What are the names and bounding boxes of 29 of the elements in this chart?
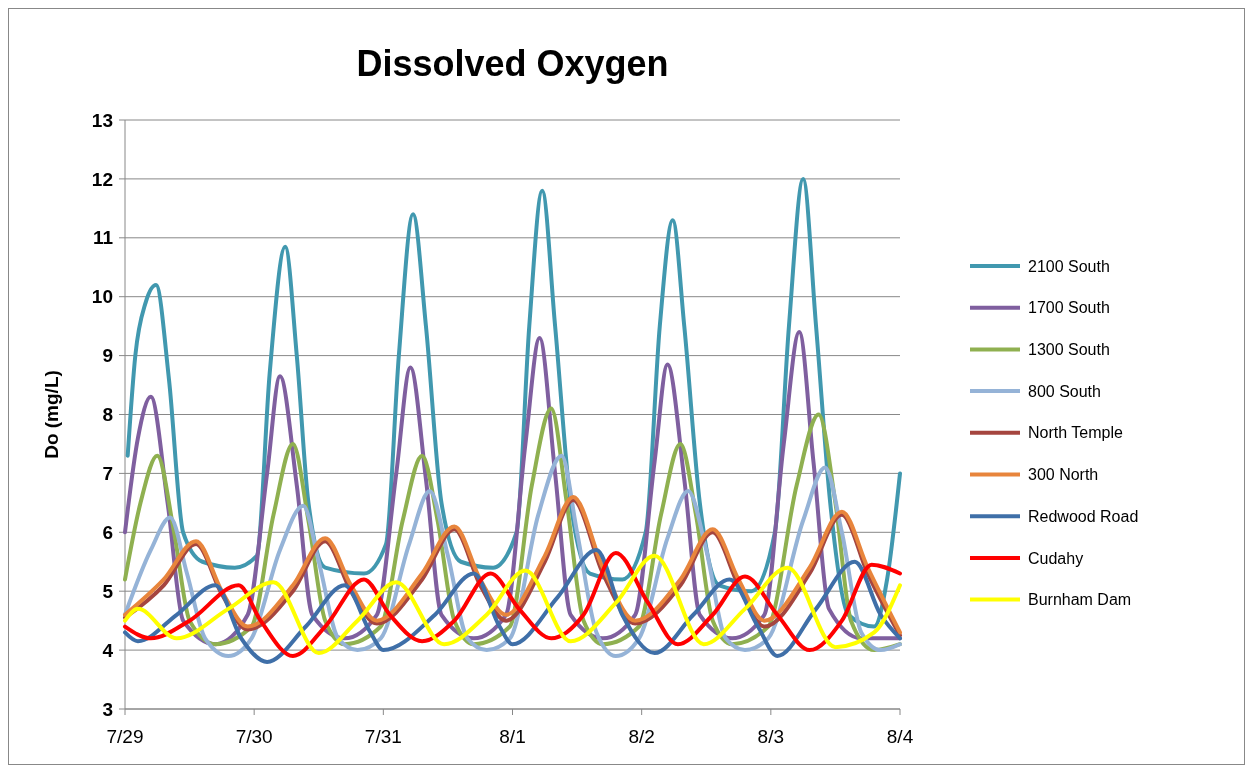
legend-label: Redwood Road [1028, 507, 1139, 525]
x-tick-label: 8/1 [499, 726, 526, 747]
legend-label: 300 North [1028, 466, 1099, 484]
y-tick-label: 11 [92, 227, 114, 249]
x-tick-label: 7/31 [364, 726, 402, 747]
y-tick-label: 5 [102, 580, 114, 602]
y-axis-title: Do (mg/L) [41, 370, 62, 459]
y-tick-label: 10 [91, 286, 113, 308]
y-tick-label: 7 [102, 463, 113, 485]
x-tick-label: 8/4 [886, 726, 914, 747]
x-tick-label: 8/2 [628, 726, 655, 747]
x-tick-label: 7/30 [235, 726, 273, 747]
legend-label: Burnham Dam [1028, 591, 1132, 609]
legend-label: 1300 South [1028, 341, 1110, 358]
legend-label: 800 South [1028, 382, 1101, 400]
legend-label: North Temple [1028, 424, 1123, 442]
legend-label: 2100 South [1028, 257, 1110, 275]
x-tick-label: 8/3 [757, 726, 785, 747]
y-tick-label: 9 [102, 345, 113, 367]
y-tick-label: 3 [102, 698, 113, 720]
y-tick-label: 12 [91, 168, 113, 190]
y-tick-label: 13 [91, 109, 113, 131]
y-tick-label: 6 [102, 521, 113, 543]
x-tick-label: 7/29 [106, 726, 144, 747]
legend-label: 1700 South [1028, 299, 1110, 317]
y-tick-label: 4 [102, 639, 114, 661]
y-tick-label: 8 [102, 404, 113, 426]
legend-label: Cudahy [1028, 549, 1084, 567]
chart-title: Dissolved Oxygen [356, 43, 669, 84]
